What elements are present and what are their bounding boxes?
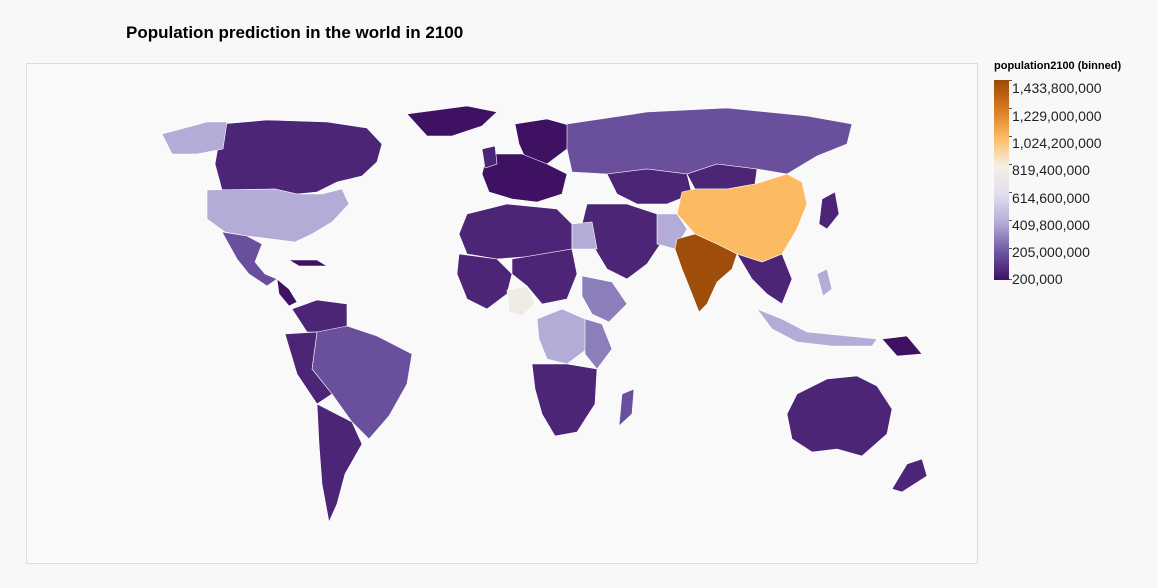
legend-tick: [1009, 164, 1012, 165]
country-madagascar[interactable]: [618, 388, 635, 427]
chart-title: Population prediction in the world in 21…: [126, 23, 464, 42]
legend-label: 614,600,000: [1012, 190, 1090, 206]
country-kazakhstan-central-asia[interactable]: [606, 168, 693, 205]
legend-label: 1,433,800,000: [1012, 80, 1102, 96]
country-central-america[interactable]: [276, 278, 298, 307]
legend-tick: [1009, 248, 1012, 249]
country-tanzania-east-africa[interactable]: [584, 318, 613, 370]
land-layer: [161, 105, 928, 524]
country-united-states[interactable]: [206, 188, 350, 243]
country-southeast-asia[interactable]: [736, 253, 793, 305]
country-west-africa[interactable]: [456, 253, 513, 310]
country-indonesia[interactable]: [756, 308, 878, 347]
country-western-europe[interactable]: [481, 153, 568, 203]
country-north-africa[interactable]: [458, 203, 573, 260]
legend-title: population2100 (binned): [994, 60, 1122, 72]
country-india[interactable]: [674, 233, 738, 313]
legend: population2100 (binned) 1,433,800,000 1,…: [994, 60, 1154, 300]
country-argentina-chile[interactable]: [316, 403, 363, 524]
country-cuba[interactable]: [287, 259, 329, 267]
legend-label: 409,800,000: [1012, 217, 1090, 233]
legend-color-bar: [994, 80, 1009, 280]
legend-label: 205,000,000: [1012, 244, 1090, 260]
legend-label: 1,229,000,000: [1012, 108, 1102, 124]
country-central-africa[interactable]: [511, 248, 578, 305]
country-peru-bolivia[interactable]: [284, 331, 333, 405]
country-papua-new-guinea[interactable]: [881, 335, 923, 357]
legend-label: 819,400,000: [1012, 162, 1090, 178]
country-new-zealand[interactable]: [891, 458, 928, 493]
country-uk[interactable]: [481, 145, 498, 169]
country-japan[interactable]: [818, 191, 840, 230]
country-nigeria[interactable]: [506, 285, 536, 317]
legend-tick: [1009, 192, 1012, 193]
legend-label: 1,024,200,000: [1012, 135, 1102, 151]
legend-tick: [1009, 279, 1012, 280]
map-frame: [26, 63, 978, 564]
country-australia[interactable]: [786, 375, 893, 457]
legend-label: 200,000: [1012, 271, 1063, 287]
country-mexico[interactable]: [221, 231, 278, 287]
legend-tick: [1009, 220, 1012, 221]
country-ethiopia-horn[interactable]: [581, 275, 628, 323]
country-greenland[interactable]: [406, 105, 498, 137]
country-egypt[interactable]: [571, 221, 598, 250]
country-canada[interactable]: [214, 119, 383, 195]
legend-tick: [1009, 136, 1012, 137]
country-dr-congo[interactable]: [536, 308, 588, 365]
world-map: [161, 105, 928, 524]
country-colombia-venezuela[interactable]: [291, 299, 348, 333]
country-russia[interactable]: [566, 107, 853, 175]
country-alaska-usa[interactable]: [161, 121, 228, 155]
legend-tick: [1009, 80, 1012, 81]
country-scandinavia[interactable]: [514, 118, 573, 165]
legend-tick: [1009, 108, 1012, 109]
country-philippines[interactable]: [816, 268, 833, 297]
country-southern-africa[interactable]: [531, 363, 598, 437]
